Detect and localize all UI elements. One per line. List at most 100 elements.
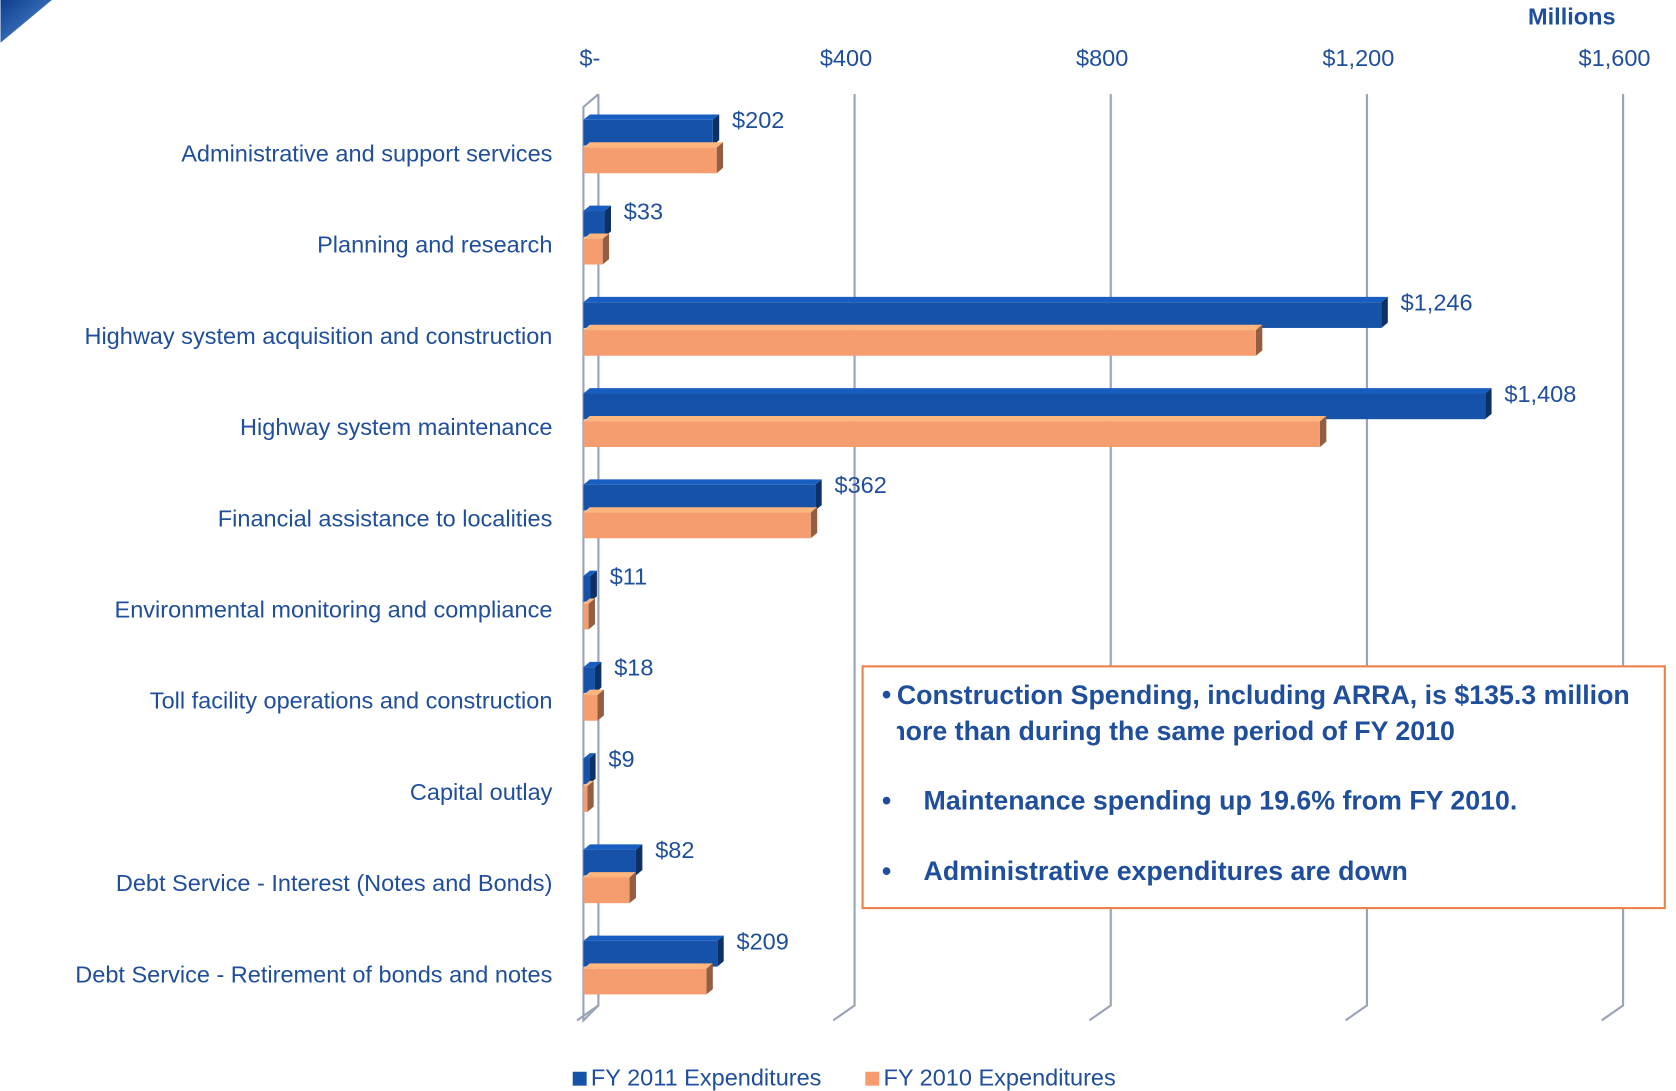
bar [583,786,588,812]
x-tick-label: $1,200 [1322,45,1394,71]
legend-swatch [865,1071,880,1086]
bar-top [583,661,602,668]
data-label: $9 [608,746,634,772]
bar-side [588,598,595,630]
bar [583,940,718,967]
bar-side [1319,415,1327,447]
data-label: $33 [624,198,663,224]
annotation: Construction Spending, including ARRA, i… [896,680,1630,747]
unit-label: Millions [1528,3,1616,29]
legend-label: FY 2011 Expenditures [591,1064,822,1090]
x-tick-label: $1,600 [1579,45,1651,71]
bar [583,968,707,995]
bullet: • [882,679,891,709]
bar-side [594,661,602,693]
bar [583,849,636,876]
x-tick-label: $400 [820,45,872,71]
data-label: $18 [614,655,653,681]
bar-side [635,844,643,876]
bar-top [583,388,1492,394]
bar [583,147,717,174]
bar-side [810,507,818,539]
bar-side [589,753,596,785]
bar [583,512,811,539]
legend-swatch [572,1071,587,1086]
bar-side [602,233,610,265]
bar [583,484,816,511]
data-label: $209 [737,928,789,954]
y-tick-label: Capital outlay [410,779,553,805]
y-tick-label: Environmental monitoring and compliance [115,596,553,622]
y-tick-label: Planning and research [317,232,552,258]
bar [583,119,713,146]
bar-top [583,114,720,120]
axis-line [582,93,600,1023]
bullet: • [882,785,891,815]
bar-top [583,479,822,485]
bar-top [583,872,636,878]
bar [583,393,1486,420]
y-tick-label: Highway system maintenance [240,414,552,440]
y-tick-label: Highway system acquisition and construct… [84,323,552,349]
bar-top [583,233,610,239]
bar-side [712,114,720,146]
bar-side [1485,388,1492,420]
bar [583,238,603,265]
data-label: $1,408 [1504,381,1576,407]
bar [583,330,1256,356]
x-tick-label: $800 [1076,45,1128,71]
bar-top [583,205,611,212]
bar-top [583,570,597,576]
bar-top [583,415,1327,422]
bullet: • [882,856,891,886]
bar-top [583,935,724,941]
data-label: $82 [655,837,694,863]
bar [583,211,605,237]
bar-top [583,844,643,850]
data-label: $1,246 [1401,290,1473,316]
corner-decoration [0,0,52,43]
bar-side [597,689,604,721]
bar [583,695,598,721]
bar-side [587,780,594,812]
bar-top [583,780,594,787]
bar-top [583,324,1263,331]
bar-top [583,689,604,696]
legend-label: FY 2010 Expenditures [883,1064,1115,1090]
bar-top [583,598,595,604]
grid-line [832,94,856,1022]
bar-side [629,872,636,904]
annotation-box [861,665,1666,910]
bar [583,421,1320,447]
bar [583,603,589,630]
y-tick-label: Debt Service - Interest (Notes and Bonds… [116,870,553,896]
annotation-wrap: Construction Spending, including ARRA, i… [896,680,1630,747]
bar-side [604,205,611,237]
bar-side [1381,296,1388,328]
bar-top [583,507,818,513]
bar-top [583,753,596,759]
bar [583,758,590,785]
bar-side [590,570,597,602]
y-tick-label: Financial assistance to localities [218,505,553,531]
grid-line [1601,94,1625,1022]
bar-top [583,963,713,969]
data-label: $362 [835,472,887,498]
y-tick-label: Administrative and support services [181,140,552,166]
bar-side [815,479,822,511]
annotation: Maintenance spending up 19.6% from FY 20… [924,785,1518,815]
annotation: Administrative expenditures are down [924,856,1408,886]
bar-side [716,142,724,174]
bar [583,575,591,602]
x-tick-label: $- [579,45,600,71]
y-tick-label: Debt Service - Retirement of bonds and n… [75,961,552,987]
bar [583,302,1382,328]
bar [583,667,595,693]
bar-top [583,142,724,148]
bar-side [1255,324,1263,356]
y-tick-label: Toll facility operations and constructio… [150,688,553,714]
bar-top [583,296,1388,303]
bar-side [706,963,713,995]
